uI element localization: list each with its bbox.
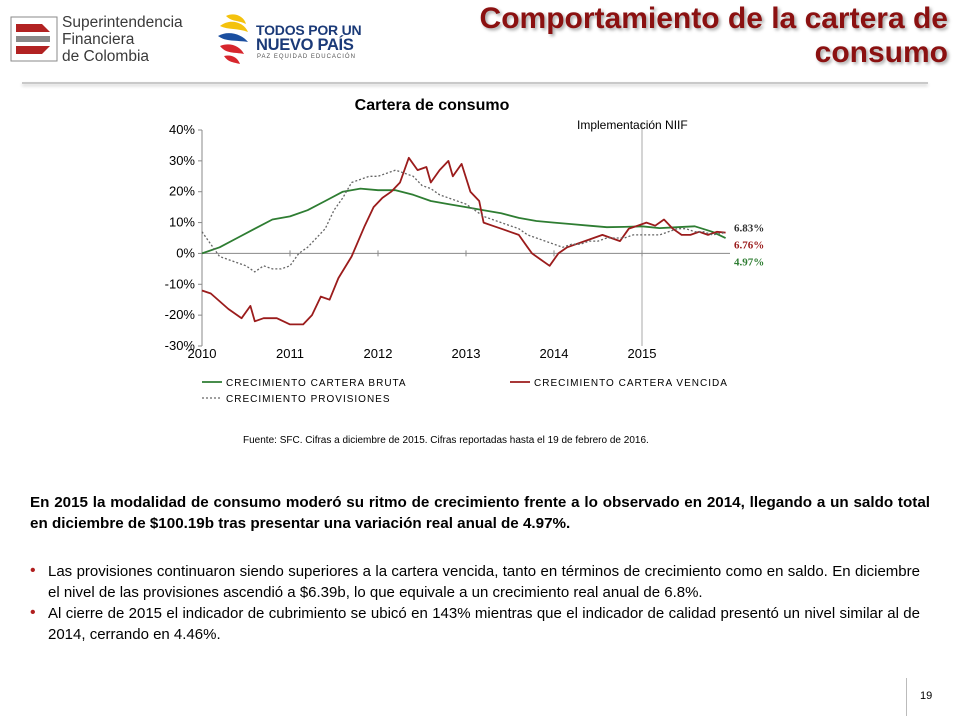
bullet-icon: • (30, 604, 36, 621)
y-tick-label: -30% (165, 338, 196, 353)
consumo-chart: Cartera de consumo Implementación NIIF -… (165, 97, 765, 405)
x-tick-label: 2015 (628, 346, 657, 361)
legend-label: CRECIMIENTO CARTERA VENCIDA (534, 378, 728, 389)
summary-paragraph: En 2015 la modalidad de consumo moderó s… (30, 494, 930, 532)
end-value-label: 6.83% (734, 223, 764, 235)
legend-label: CRECIMIENTO CARTERA BRUTA (226, 378, 407, 389)
chart-title: Cartera de consumo (355, 97, 510, 114)
sfc-line-1: Superintendencia (62, 14, 183, 31)
sfc-line-3: de Colombia (62, 48, 150, 65)
x-tick-label: 2012 (364, 346, 393, 361)
series-line-2 (201, 169, 726, 273)
x-tick-label: 2011 (276, 346, 304, 361)
end-value-label: 4.97% (734, 257, 764, 269)
sfc-line-2: Financiera (62, 31, 135, 48)
series-line-1 (201, 156, 726, 326)
bullet-list: • Las provisiones continuaron siendo sup… (30, 562, 920, 646)
bullet-icon: • (30, 562, 36, 579)
y-tick-label: 0% (176, 245, 195, 260)
bullet-item: • Las provisiones continuaron siendo sup… (30, 562, 920, 603)
x-tick-label: 2014 (540, 346, 569, 361)
gov-logo-line-3: PAZ EQUIDAD EDUCACIÓN (257, 54, 356, 60)
gov-logo-line-2: NUEVO PAÍS (256, 36, 354, 54)
y-tick-label: -10% (165, 276, 196, 291)
page-title: Comportamiento de la cartera de consumo (479, 2, 948, 69)
chart-source-note: Fuente: SFC. Cifras a diciembre de 2015.… (243, 435, 649, 446)
gov-logo: TODOS POR UN NUEVO PAÍS PAZ EQUIDAD EDUC… (212, 10, 362, 68)
bullet-text: Las provisiones continuaron siendo super… (48, 563, 920, 601)
sfc-logo: Superintendencia Financiera de Colombia (10, 12, 185, 67)
niif-annotation: Implementación NIIF (577, 118, 688, 132)
bullet-text: Al cierre de 2015 el indicador de cubrim… (48, 605, 920, 643)
end-value-label: 6.76% (734, 240, 764, 252)
y-tick-label: 30% (169, 153, 195, 168)
y-tick-label: 20% (169, 184, 195, 199)
bullet-item: • Al cierre de 2015 el indicador de cubr… (30, 604, 920, 645)
header-divider (22, 82, 928, 84)
y-tick-label: 40% (169, 122, 195, 137)
y-tick-label: 10% (169, 215, 195, 230)
y-tick-label: -20% (165, 307, 196, 322)
x-tick-label: 2013 (452, 346, 481, 361)
series-line-0 (201, 187, 726, 255)
sfc-logo-icon (10, 16, 58, 62)
page-number-box (906, 678, 957, 716)
gov-logo-line-1: TODOS POR UN (256, 22, 362, 38)
sfc-logo-text: Superintendencia Financiera de Colombia (62, 14, 183, 65)
legend-label: CRECIMIENTO PROVISIONES (226, 394, 391, 405)
x-tick-label: 2010 (188, 346, 217, 361)
gov-logo-icon (218, 14, 248, 64)
page-number: 19 (920, 690, 933, 702)
